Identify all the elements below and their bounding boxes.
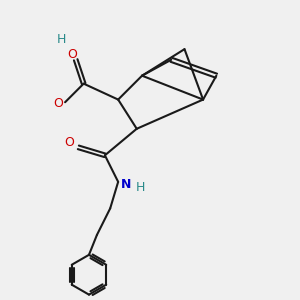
Text: O: O — [53, 97, 63, 110]
Text: N: N — [121, 178, 131, 191]
Text: H: H — [56, 33, 66, 46]
Text: O: O — [67, 48, 77, 61]
Text: O: O — [64, 136, 74, 148]
Text: H: H — [136, 181, 146, 194]
